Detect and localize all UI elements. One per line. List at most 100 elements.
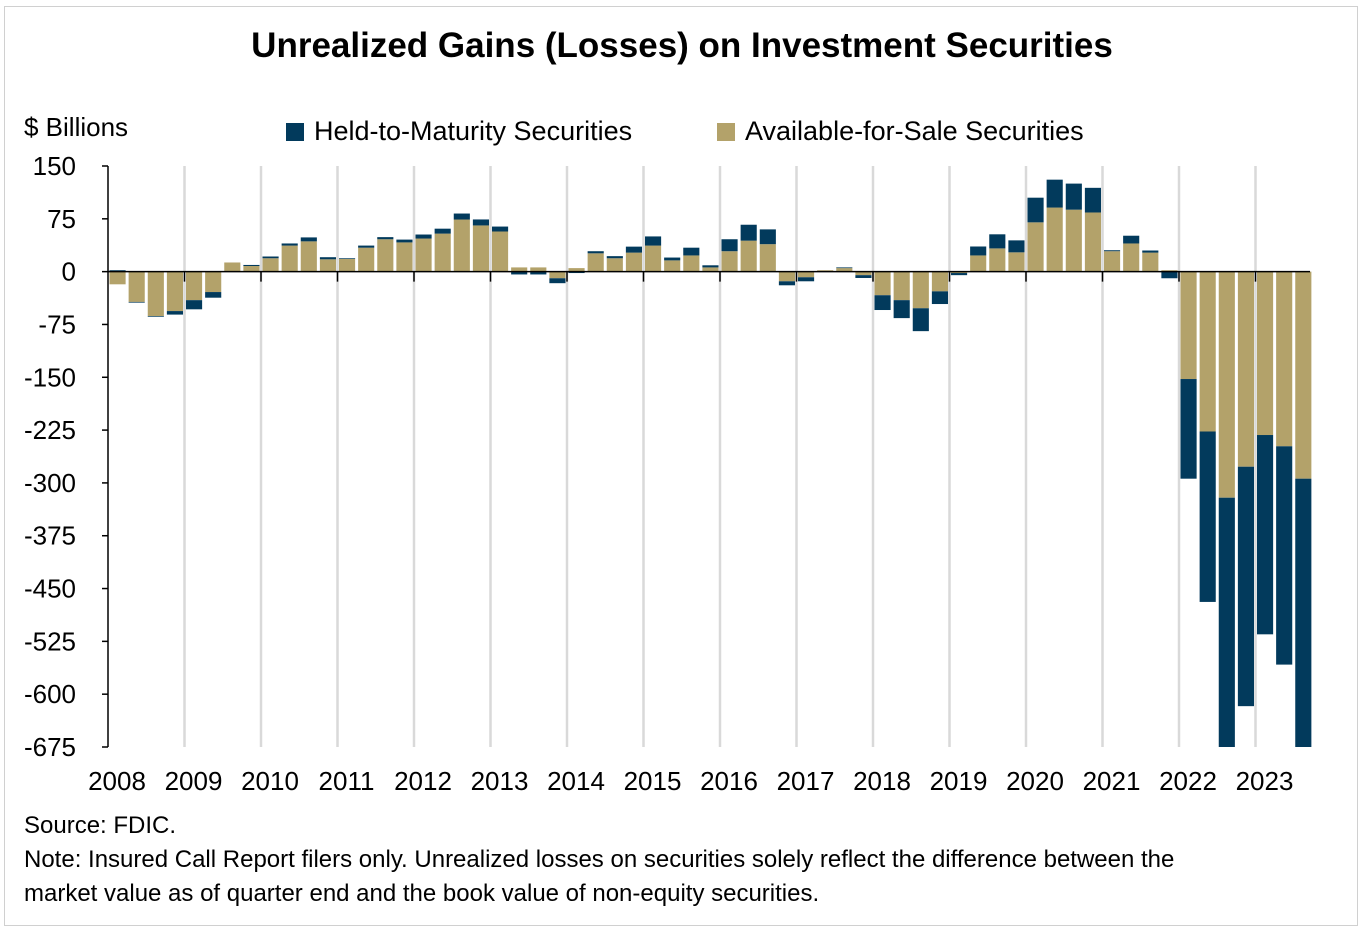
bar-afs-2009Q4 [243, 266, 260, 272]
bar-htm-2019Q3 [989, 234, 1006, 249]
bar-htm-2008Q3 [147, 316, 164, 317]
bar-htm-2014Q3 [606, 256, 623, 259]
bar-afs-2014Q1 [568, 268, 585, 272]
x-tick-label: 2014 [547, 766, 605, 796]
bar-afs-2008Q3 [147, 271, 164, 317]
note-line-2: market value as of quarter end and the b… [24, 880, 820, 907]
legend-swatch-htm [286, 122, 304, 141]
bar-htm-2013Q2 [511, 271, 528, 275]
bar-afs-2012Q1 [415, 238, 432, 272]
bar-afs-2021Q1 [1104, 251, 1121, 272]
bar-afs-2009Q1 [186, 271, 203, 301]
x-tick-label: 2022 [1159, 766, 1217, 796]
bar-htm-2020Q2 [1046, 179, 1063, 208]
bar-htm-2022Q4 [1237, 466, 1254, 707]
y-tick-label: 150 [33, 151, 76, 181]
bar-htm-2021Q3 [1142, 250, 1159, 253]
y-tick-label: -375 [24, 521, 76, 551]
bar-afs-2020Q2 [1046, 207, 1063, 272]
bar-htm-2023Q1 [1257, 435, 1274, 635]
bar-afs-2023Q1 [1257, 271, 1274, 436]
bar-afs-2022Q4 [1237, 271, 1254, 467]
bar-htm-2014Q4 [625, 246, 642, 253]
x-tick-label: 2017 [777, 766, 835, 796]
bar-htm-2011Q4 [396, 239, 413, 243]
bar-htm-2012Q1 [415, 234, 432, 239]
x-tick-label: 2010 [241, 766, 299, 796]
legend-item-htm: Held-to-Maturity Securities [286, 116, 632, 147]
x-tick-label: 2013 [471, 766, 529, 796]
bar-htm-2021Q1 [1104, 250, 1121, 252]
chart-frame [4, 6, 1358, 926]
bar-afs-2008Q2 [128, 271, 145, 302]
note-line-1: Note: Insured Call Report filers only. U… [24, 846, 1175, 873]
bar-afs-2010Q4 [319, 259, 336, 272]
bar-afs-2015Q3 [683, 255, 700, 272]
bar-afs-2020Q3 [1065, 209, 1082, 272]
bar-afs-2022Q1 [1180, 271, 1197, 380]
bar-afs-2019Q4 [1008, 252, 1025, 272]
x-tick-label: 2012 [394, 766, 452, 796]
bar-htm-2010Q3 [300, 237, 317, 242]
bar-afs-2019Q2 [970, 255, 987, 272]
bar-htm-2020Q1 [1027, 197, 1044, 223]
bar-htm-2022Q3 [1218, 497, 1235, 747]
bar-htm-2019Q2 [970, 246, 987, 256]
bar-afs-2018Q2 [893, 271, 910, 301]
bar-afs-2013Q3 [530, 267, 547, 272]
bar-htm-2016Q3 [759, 229, 776, 245]
bar-htm-2018Q1 [874, 295, 891, 311]
bar-afs-2018Q4 [931, 271, 948, 292]
x-tick-label: 2023 [1236, 766, 1294, 796]
bar-afs-2011Q3 [377, 239, 394, 272]
bar-afs-2016Q1 [721, 251, 738, 272]
source-text: Source: FDIC. [24, 812, 177, 839]
y-tick-label: -450 [24, 574, 76, 604]
bar-htm-2019Q4 [1008, 240, 1025, 253]
bar-htm-2009Q4 [243, 264, 260, 267]
x-tick-label: 2019 [930, 766, 988, 796]
bar-afs-2009Q3 [224, 262, 241, 272]
bar-htm-2009Q2 [205, 292, 222, 298]
bar-htm-2011Q1 [339, 258, 356, 259]
bar-htm-2015Q3 [683, 247, 700, 256]
bar-afs-2017Q3 [836, 268, 853, 272]
x-tick-label: 2008 [88, 766, 146, 796]
bar-htm-2014Q2 [587, 251, 604, 254]
y-tick-label: -75 [38, 309, 76, 339]
bar-afs-2008Q1 [109, 271, 126, 285]
bar-htm-2015Q4 [702, 265, 719, 268]
bar-htm-2015Q1 [645, 236, 662, 246]
bar-afs-2010Q1 [262, 258, 279, 272]
bar-htm-2020Q4 [1084, 187, 1101, 213]
legend-item-afs: Available-for-Sale Securities [717, 116, 1084, 147]
bar-htm-2018Q3 [912, 308, 929, 332]
bar-afs-2012Q4 [472, 225, 489, 272]
bar-htm-2022Q1 [1180, 379, 1197, 479]
bar-htm-2011Q2 [358, 245, 375, 248]
bar-htm-2016Q2 [740, 224, 757, 241]
y-tick-label: -675 [24, 732, 76, 762]
bar-htm-2008Q4 [166, 311, 183, 315]
y-axis-label: $ Billions [24, 112, 129, 142]
bar-afs-2010Q3 [300, 241, 317, 272]
legend-label-afs: Available-for-Sale Securities [745, 116, 1084, 146]
bar-htm-2010Q2 [281, 243, 298, 246]
bar-htm-2017Q1 [798, 277, 815, 282]
bar-afs-2014Q4 [625, 252, 642, 272]
y-tick-label: -300 [24, 468, 76, 498]
bar-afs-2019Q3 [989, 248, 1006, 272]
bar-htm-2022Q2 [1199, 431, 1216, 602]
bar-htm-2023Q2 [1276, 446, 1293, 665]
bar-afs-2015Q4 [702, 267, 719, 272]
bar-htm-2012Q3 [453, 213, 470, 220]
y-tick-label: -600 [24, 679, 76, 709]
x-tick-label: 2021 [1083, 766, 1141, 796]
bar-htm-2012Q2 [434, 228, 451, 234]
bar-afs-2010Q2 [281, 245, 298, 272]
bar-htm-2020Q3 [1065, 183, 1082, 210]
bar-htm-2023Q3 [1295, 478, 1312, 747]
bar-afs-2011Q4 [396, 242, 413, 272]
bar-afs-2011Q2 [358, 247, 375, 272]
